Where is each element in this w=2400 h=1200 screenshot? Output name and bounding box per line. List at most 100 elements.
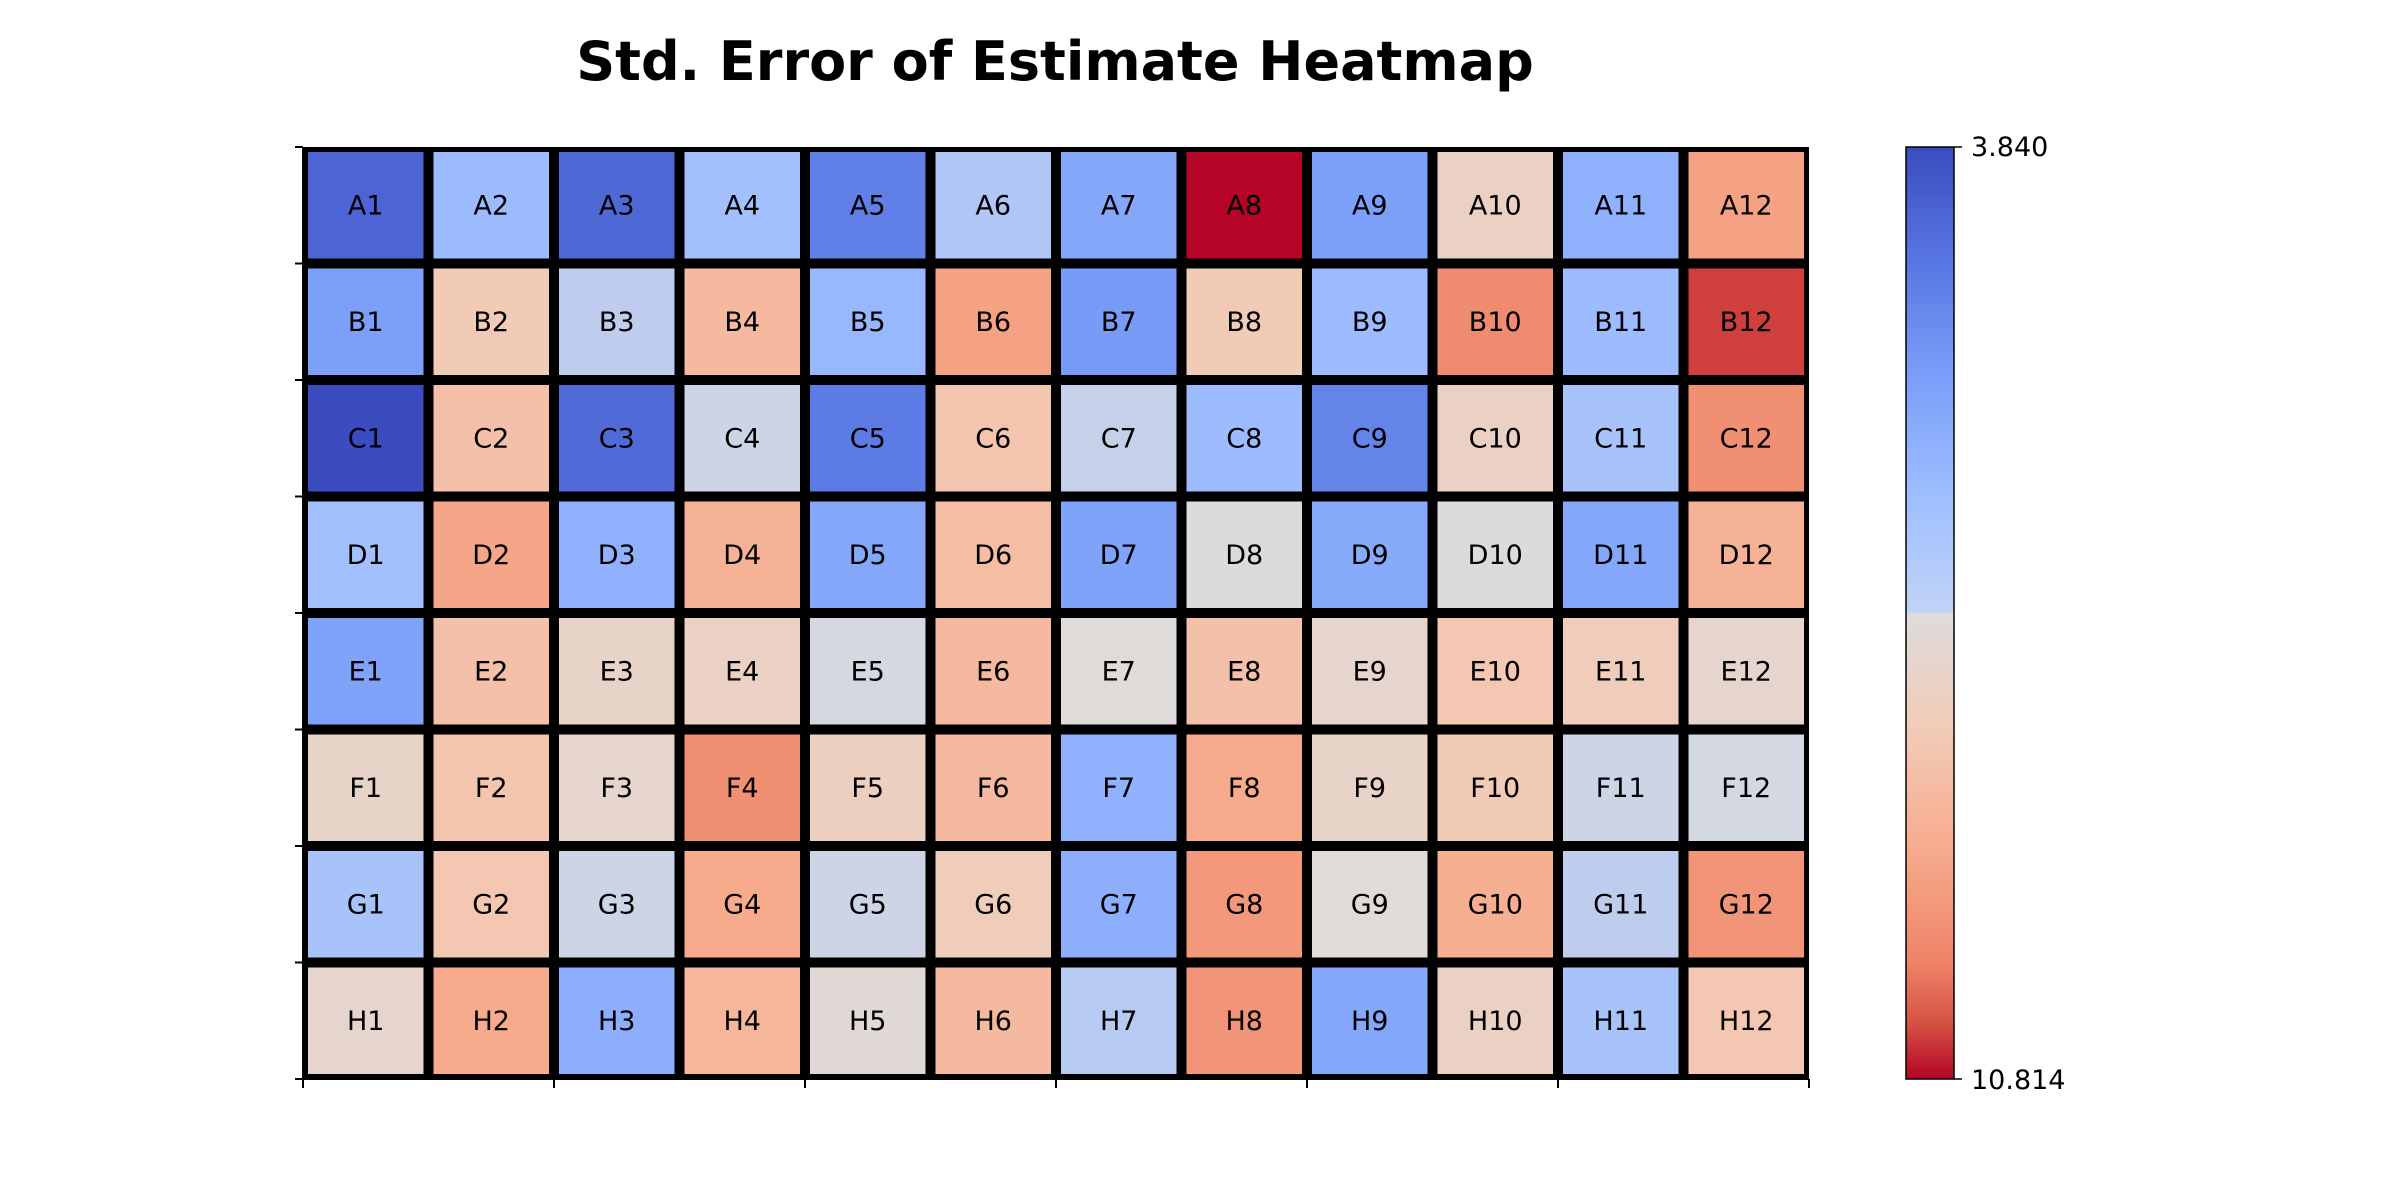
heatmap-cell bbox=[1061, 152, 1177, 259]
heatmap-cell bbox=[935, 152, 1051, 259]
heatmap-cell-label: F1 bbox=[349, 773, 382, 804]
heatmap-cell bbox=[684, 967, 800, 1074]
heatmap-cell-label: C11 bbox=[1594, 423, 1647, 454]
heatmap-cell bbox=[1437, 851, 1553, 958]
heatmap-cell bbox=[308, 501, 424, 608]
heatmap-cell-label: G1 bbox=[347, 889, 385, 920]
heatmap-cell bbox=[935, 385, 1051, 492]
heatmap-cell-label: H12 bbox=[1719, 1006, 1774, 1037]
heatmap-cell-label: G2 bbox=[472, 889, 510, 920]
heatmap-cell-label: B10 bbox=[1469, 307, 1522, 338]
heatmap-cell-label: H11 bbox=[1593, 1006, 1648, 1037]
heatmap-cell-label: A9 bbox=[1352, 190, 1388, 221]
heatmap-cell bbox=[1186, 734, 1302, 841]
heatmap-cell bbox=[559, 734, 675, 841]
heatmap-grid-background bbox=[303, 147, 1809, 1079]
heatmap-cell bbox=[1186, 967, 1302, 1074]
heatmap-cell-label: F2 bbox=[475, 773, 508, 804]
heatmap-cell bbox=[559, 851, 675, 958]
heatmap-cell bbox=[433, 851, 549, 958]
colorbar-max-label: 10.814 bbox=[1971, 1065, 2065, 1096]
heatmap-cell-label: A8 bbox=[1226, 190, 1262, 221]
heatmap-cell-label: D10 bbox=[1468, 540, 1523, 571]
heatmap-cell bbox=[1437, 618, 1553, 725]
heatmap-cell-label: H3 bbox=[598, 1006, 635, 1037]
heatmap-cell-label: C7 bbox=[1101, 423, 1137, 454]
heatmap-cell-label: A1 bbox=[348, 190, 384, 221]
heatmap-cell-label: B5 bbox=[850, 307, 886, 338]
heatmap-cell bbox=[308, 385, 424, 492]
heatmap-cell bbox=[810, 618, 926, 725]
heatmap-cell bbox=[684, 152, 800, 259]
heatmap-cell-label: F10 bbox=[1470, 773, 1520, 804]
heatmap-cell bbox=[1437, 734, 1553, 841]
heatmap-cell bbox=[1563, 268, 1679, 375]
heatmap-cell bbox=[1061, 851, 1177, 958]
heatmap-cell-label: A12 bbox=[1720, 190, 1773, 221]
heatmap-cell-label: F12 bbox=[1721, 773, 1771, 804]
heatmap-cell-label: D12 bbox=[1719, 540, 1774, 571]
heatmap-cell bbox=[1312, 268, 1428, 375]
heatmap-cell bbox=[1312, 385, 1428, 492]
heatmap-cell-label: C10 bbox=[1469, 423, 1522, 454]
heatmap-cell bbox=[1061, 385, 1177, 492]
heatmap-cell bbox=[1312, 618, 1428, 725]
heatmap-cell-label: G3 bbox=[598, 889, 636, 920]
heatmap-cell bbox=[559, 152, 675, 259]
heatmap-cell-label: C12 bbox=[1720, 423, 1773, 454]
heatmap-cell-label: B8 bbox=[1226, 307, 1262, 338]
heatmap-cell-label: G10 bbox=[1468, 889, 1523, 920]
heatmap-cell-label: C2 bbox=[473, 423, 509, 454]
heatmap-cell-label: E11 bbox=[1595, 656, 1646, 687]
heatmap-cell-label: E6 bbox=[976, 656, 1010, 687]
heatmap-cell-label: H1 bbox=[347, 1006, 384, 1037]
heatmap-cell bbox=[935, 618, 1051, 725]
heatmap-cell-label: D9 bbox=[1351, 540, 1389, 571]
heatmap-cell bbox=[308, 851, 424, 958]
heatmap-cells: A1 A2 A3 A4 A5 A6 A7 A8 A9 A10 A11 A12 B1 B2 B3 B4 B5 B6 B… bbox=[303, 147, 1809, 1079]
colorbar-gradient bbox=[1905, 146, 1955, 1080]
heatmap-cell bbox=[684, 618, 800, 725]
heatmap-cell bbox=[433, 734, 549, 841]
heatmap-cell-label: A11 bbox=[1594, 190, 1647, 221]
heatmap-cell bbox=[810, 967, 926, 1074]
heatmap-cell bbox=[1688, 618, 1804, 725]
heatmap-cell-label: B11 bbox=[1594, 307, 1647, 338]
heatmap-cell-label: E5 bbox=[851, 656, 885, 687]
heatmap-cell bbox=[1688, 851, 1804, 958]
heatmap-cell-label: F8 bbox=[1228, 773, 1261, 804]
heatmap-cell bbox=[1688, 734, 1804, 841]
colorbar: 3.840 10.814 bbox=[1905, 132, 2065, 1096]
colorbar-min-label: 3.840 bbox=[1971, 132, 2048, 163]
heatmap-cell bbox=[1061, 268, 1177, 375]
heatmap-cell-label: F7 bbox=[1102, 773, 1135, 804]
heatmap-cell bbox=[1563, 851, 1679, 958]
heatmap-cell-label: H4 bbox=[724, 1006, 761, 1037]
heatmap-cell bbox=[308, 618, 424, 725]
heatmap-cell bbox=[1186, 618, 1302, 725]
heatmap-cell-label: B2 bbox=[473, 307, 509, 338]
heatmap-cell-label: D2 bbox=[472, 540, 510, 571]
heatmap-cell-label: E4 bbox=[725, 656, 759, 687]
heatmap-cell bbox=[1061, 734, 1177, 841]
heatmap-cell-label: F5 bbox=[851, 773, 884, 804]
heatmap-cell bbox=[559, 385, 675, 492]
heatmap-cell-label: E3 bbox=[600, 656, 634, 687]
heatmap-cell-label: G4 bbox=[723, 889, 761, 920]
heatmap-cell bbox=[1312, 734, 1428, 841]
heatmap-cell bbox=[1061, 501, 1177, 608]
heatmap-cell bbox=[1061, 618, 1177, 725]
heatmap-cell-label: C1 bbox=[348, 423, 384, 454]
heatmap-cell-label: G6 bbox=[974, 889, 1012, 920]
heatmap-cell-label: H10 bbox=[1468, 1006, 1523, 1037]
heatmap-cell bbox=[935, 734, 1051, 841]
heatmap-cell bbox=[433, 618, 549, 725]
heatmap-cell-label: D8 bbox=[1225, 540, 1263, 571]
heatmap-cell-label: A3 bbox=[599, 190, 635, 221]
heatmap-cell-label: G8 bbox=[1225, 889, 1263, 920]
heatmap-cell-label: C8 bbox=[1226, 423, 1262, 454]
heatmap-cell-label: H8 bbox=[1226, 1006, 1263, 1037]
heatmap-cell bbox=[1186, 851, 1302, 958]
heatmap-cell-label: A10 bbox=[1469, 190, 1522, 221]
heatmap-cell bbox=[559, 501, 675, 608]
